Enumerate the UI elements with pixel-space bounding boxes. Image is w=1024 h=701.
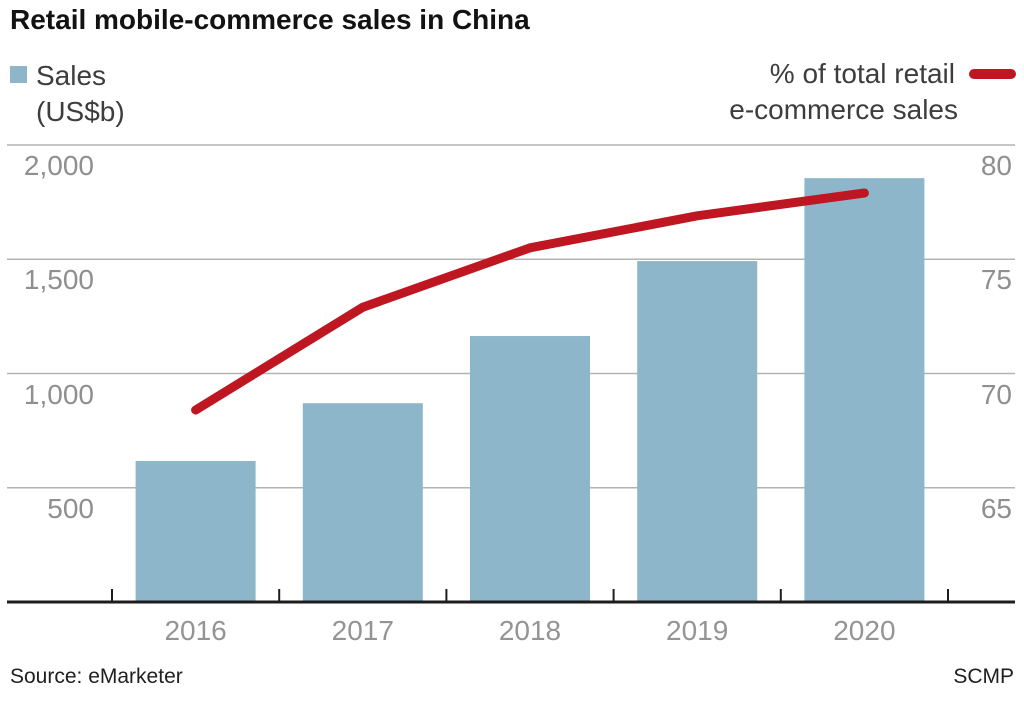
bar-2020 bbox=[804, 178, 925, 602]
publisher-credit: SCMP bbox=[953, 665, 1014, 688]
source-label: Source: eMarketer bbox=[10, 665, 183, 688]
left-axis-tick-label: 1,000 bbox=[23, 378, 94, 410]
bar-2017 bbox=[302, 403, 423, 602]
x-axis-category-label: 2017 bbox=[331, 615, 394, 646]
x-axis-category-label: 2018 bbox=[498, 615, 562, 646]
sales-legend-label: Sales (US$b) bbox=[36, 58, 125, 130]
sales-legend-swatch-icon bbox=[10, 66, 27, 83]
legend-sales: Sales (US$b) bbox=[10, 58, 125, 130]
pct-legend-swatch-icon bbox=[969, 69, 1016, 79]
right-axis-tick-label: 65 bbox=[980, 492, 1012, 524]
bar-2019 bbox=[637, 261, 758, 602]
x-axis-category-label: 2019 bbox=[666, 615, 729, 646]
sales-legend-line1: Sales bbox=[36, 60, 107, 91]
x-axis-category-label: 2020 bbox=[833, 615, 896, 646]
page-title: Retail mobile-commerce sales in China bbox=[10, 4, 530, 35]
left-axis-tick-label: 2,000 bbox=[23, 150, 94, 181]
pct-line bbox=[191, 188, 869, 415]
x-axis-category-label: 2016 bbox=[164, 615, 227, 646]
left-axis-tick-label: 1,500 bbox=[23, 264, 94, 296]
bar-2016 bbox=[135, 461, 256, 602]
right-axis-tick-label: 80 bbox=[980, 150, 1012, 181]
left-axis-tick-label: 500 bbox=[47, 492, 94, 524]
right-axis-tick-label: 70 bbox=[980, 378, 1012, 410]
pct-legend-line2: e-commerce sales bbox=[729, 94, 958, 125]
pct-legend-line1: % of total retail bbox=[769, 58, 955, 89]
bar-2018 bbox=[470, 336, 590, 602]
sales-legend-line2: (US$b) bbox=[36, 96, 125, 127]
pct-legend-row1: % of total retail bbox=[729, 56, 1016, 92]
right-axis-tick-label: 75 bbox=[980, 264, 1012, 296]
legend-pct: % of total retail e-commerce sales bbox=[729, 56, 1016, 128]
